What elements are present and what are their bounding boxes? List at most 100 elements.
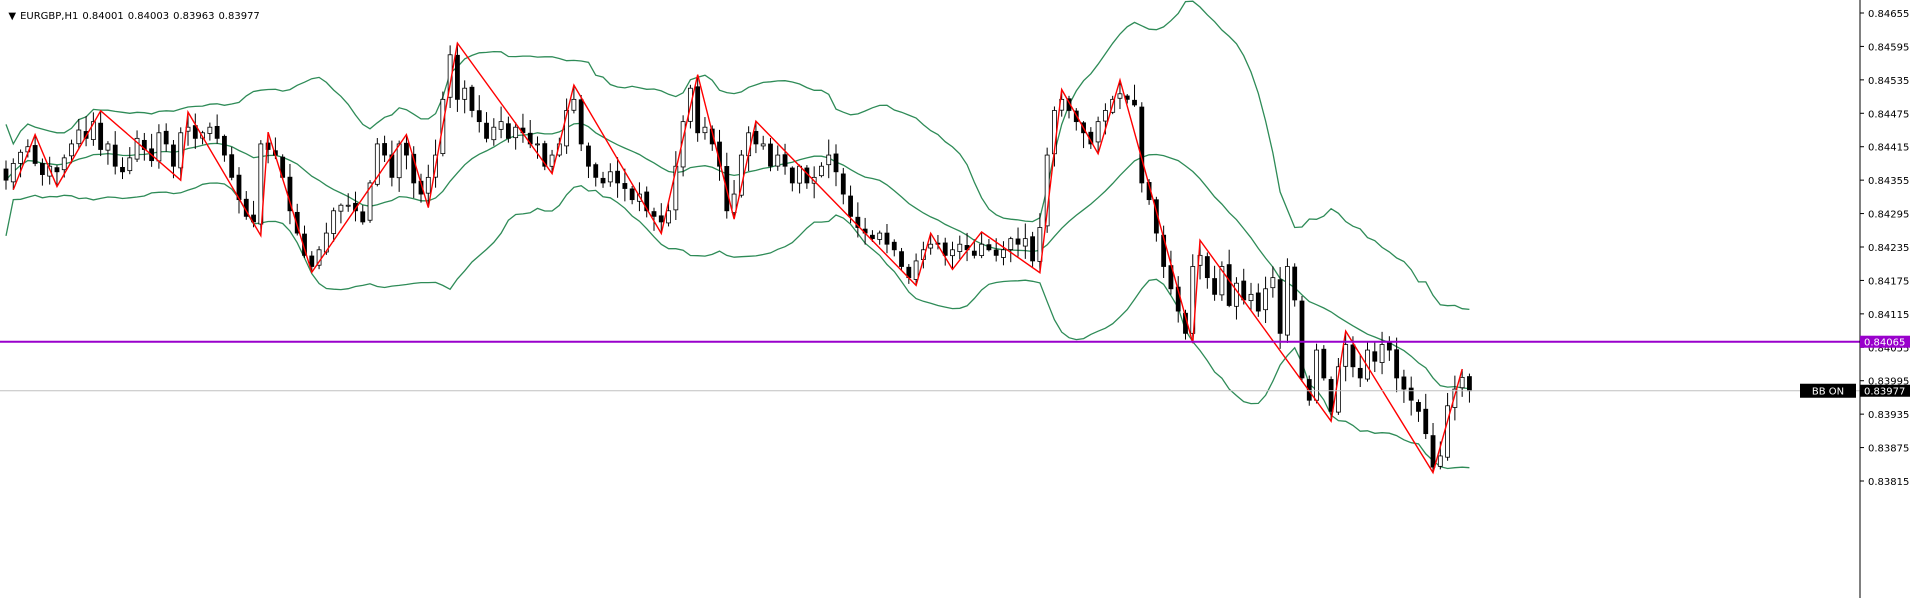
- candle-body: [651, 211, 657, 217]
- candle-body: [578, 99, 584, 145]
- candle-body: [775, 154, 781, 167]
- candle-body: [331, 210, 337, 234]
- candle-body: [338, 204, 344, 212]
- candle: [782, 143, 788, 175]
- candle-body: [1139, 106, 1145, 184]
- candle: [586, 142, 591, 179]
- y-tick-label: 0.84355: [1868, 176, 1909, 187]
- candle: [163, 123, 169, 152]
- candle: [76, 118, 82, 150]
- candle-body: [294, 211, 300, 234]
- candle-body: [316, 249, 322, 266]
- candle-body: [760, 143, 766, 147]
- candle: [411, 146, 417, 199]
- zigzag-indicator: [12, 41, 1463, 475]
- symbol-info: ▼ EURGBP,H1 0.84001 0.84003 0.83963 0.83977: [2, 0, 264, 22]
- candle-body: [986, 244, 992, 251]
- candle: [571, 85, 577, 114]
- candle: [564, 98, 570, 154]
- candle: [593, 162, 599, 187]
- candle: [243, 191, 249, 220]
- candle-body: [32, 145, 38, 164]
- candle: [192, 113, 198, 149]
- candle: [629, 186, 635, 205]
- current-price-label: 0.83977: [1864, 387, 1905, 398]
- candle: [1357, 354, 1363, 387]
- candle-body: [928, 243, 934, 249]
- candle-body: [411, 153, 417, 184]
- candle-body: [404, 142, 409, 156]
- candle: [1001, 241, 1006, 266]
- candle-body: [1102, 110, 1108, 122]
- candle: [1095, 116, 1101, 154]
- candle-body: [1299, 300, 1305, 379]
- candle: [229, 146, 235, 181]
- candle-body: [498, 121, 504, 130]
- candle: [1343, 331, 1349, 382]
- horizontal-lines[interactable]: [0, 340, 1860, 392]
- candle: [520, 113, 526, 143]
- candle: [884, 223, 890, 254]
- bb-upper-line: [5, 0, 1470, 311]
- candle: [622, 168, 628, 202]
- ohlc-close: 0.83977: [218, 11, 260, 22]
- candle: [666, 200, 671, 227]
- candle-body: [105, 143, 111, 151]
- candle-body: [47, 165, 53, 177]
- candle-body: [476, 110, 482, 123]
- candle-body: [979, 243, 985, 256]
- candle-body: [1037, 227, 1043, 262]
- candle: [134, 130, 140, 163]
- candle: [1459, 369, 1465, 397]
- candle: [1008, 236, 1014, 263]
- candle: [425, 164, 431, 208]
- candle-body: [1357, 367, 1363, 379]
- level-price-label: 0.84065: [1864, 338, 1905, 349]
- candle-body: [1408, 387, 1414, 401]
- candle: [775, 145, 781, 171]
- candle: [469, 84, 475, 118]
- candle-body: [1030, 236, 1035, 262]
- candle-body: [1219, 266, 1225, 296]
- candle-body: [753, 130, 759, 145]
- candle-body: [90, 121, 96, 140]
- candle: [840, 167, 846, 205]
- candle: [600, 171, 606, 188]
- candle: [891, 239, 897, 257]
- candle-body: [98, 122, 104, 150]
- candle: [789, 166, 795, 192]
- candle-body: [1306, 379, 1312, 401]
- candle: [760, 135, 766, 150]
- candle-body: [1190, 266, 1196, 334]
- candle-body: [971, 250, 977, 256]
- y-tick-label: 0.84295: [1868, 210, 1909, 221]
- bb-middle-line: [5, 122, 1470, 390]
- candle: [294, 203, 300, 236]
- candle: [1452, 375, 1458, 421]
- candle: [498, 106, 504, 139]
- candle-body: [171, 144, 176, 167]
- candle-body: [1394, 349, 1400, 379]
- candle: [615, 157, 620, 198]
- candle: [404, 134, 409, 170]
- candle-body: [1459, 376, 1465, 389]
- dropdown-arrow-icon[interactable]: ▼: [8, 11, 17, 22]
- candle: [1234, 277, 1239, 320]
- candle: [1117, 80, 1123, 110]
- candle-body: [178, 132, 184, 169]
- y-tick-label: 0.84175: [1868, 276, 1909, 287]
- candle-body: [673, 165, 679, 211]
- candle-body: [1095, 121, 1101, 143]
- candle-body: [1263, 288, 1268, 311]
- candles: [3, 43, 1472, 473]
- candle-body: [615, 170, 620, 184]
- candle: [1467, 373, 1472, 403]
- candle-body: [1241, 280, 1247, 301]
- y-tick-label: 0.84535: [1868, 76, 1909, 87]
- candle-body: [1321, 348, 1327, 379]
- candle: [178, 127, 184, 181]
- candle: [986, 239, 992, 252]
- candle: [899, 247, 904, 271]
- candle-body: [1423, 408, 1429, 435]
